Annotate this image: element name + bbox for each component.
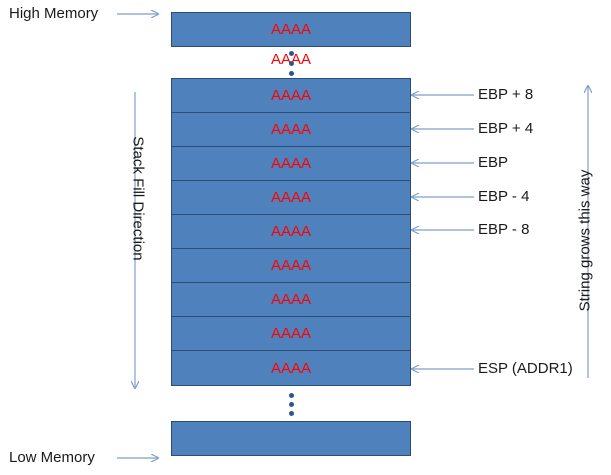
pointer-label-ebp: EBP: [478, 154, 509, 171]
fill-text: AAAA: [270, 121, 312, 138]
ellipsis-dot: [289, 61, 294, 66]
stack-block-bottom: [171, 421, 411, 456]
fill-text: AAAA: [270, 21, 312, 38]
pointer-label-ebp-plus-4: EBP + 4: [478, 120, 534, 137]
ellipsis-dot: [289, 393, 294, 398]
ellipsis-dot: [289, 402, 294, 407]
fill-text: AAAA: [270, 87, 312, 104]
pointer-label-ebp-plus-8: EBP + 8: [478, 86, 534, 103]
ellipsis-dot: [289, 71, 294, 76]
pointer-label-ebp-minus-4: EBP - 4: [478, 188, 530, 205]
fill-text: AAAA: [270, 155, 312, 172]
fill-text: AAAA: [270, 359, 312, 377]
ellipsis-dot: [289, 411, 294, 416]
stack-row: AAAA: [171, 78, 411, 113]
ellipsis-dot: [289, 51, 294, 56]
fill-text: AAAA: [270, 291, 312, 308]
stack-row: AAAA: [171, 180, 411, 215]
pointer-label-esp: ESP (ADDR1): [478, 360, 573, 377]
low-memory-label: Low Memory: [9, 449, 95, 466]
stack-row: AAAA: [171, 248, 411, 283]
floating-fill-text: AAAA: [270, 51, 312, 68]
stack-row: AAAA: [171, 282, 411, 317]
stack-row: AAAA: [171, 112, 411, 147]
fill-text: AAAA: [270, 189, 312, 206]
stack-block-top: AAAA: [171, 12, 411, 47]
stack-row: AAAA: [171, 350, 411, 386]
fill-text: AAAA: [270, 223, 312, 240]
fill-text: AAAA: [270, 325, 312, 342]
string-grows-label: String grows this way: [576, 169, 594, 312]
high-memory-label: High Memory: [9, 5, 99, 22]
stack-row: AAAA: [171, 214, 411, 249]
stack-row: AAAA: [171, 316, 411, 351]
stack-row: AAAA: [171, 146, 411, 181]
stack-fill-direction-label: Stack Fill Direction: [129, 136, 147, 261]
fill-text: AAAA: [270, 257, 312, 274]
pointer-label-ebp-minus-8: EBP - 8: [478, 221, 530, 238]
